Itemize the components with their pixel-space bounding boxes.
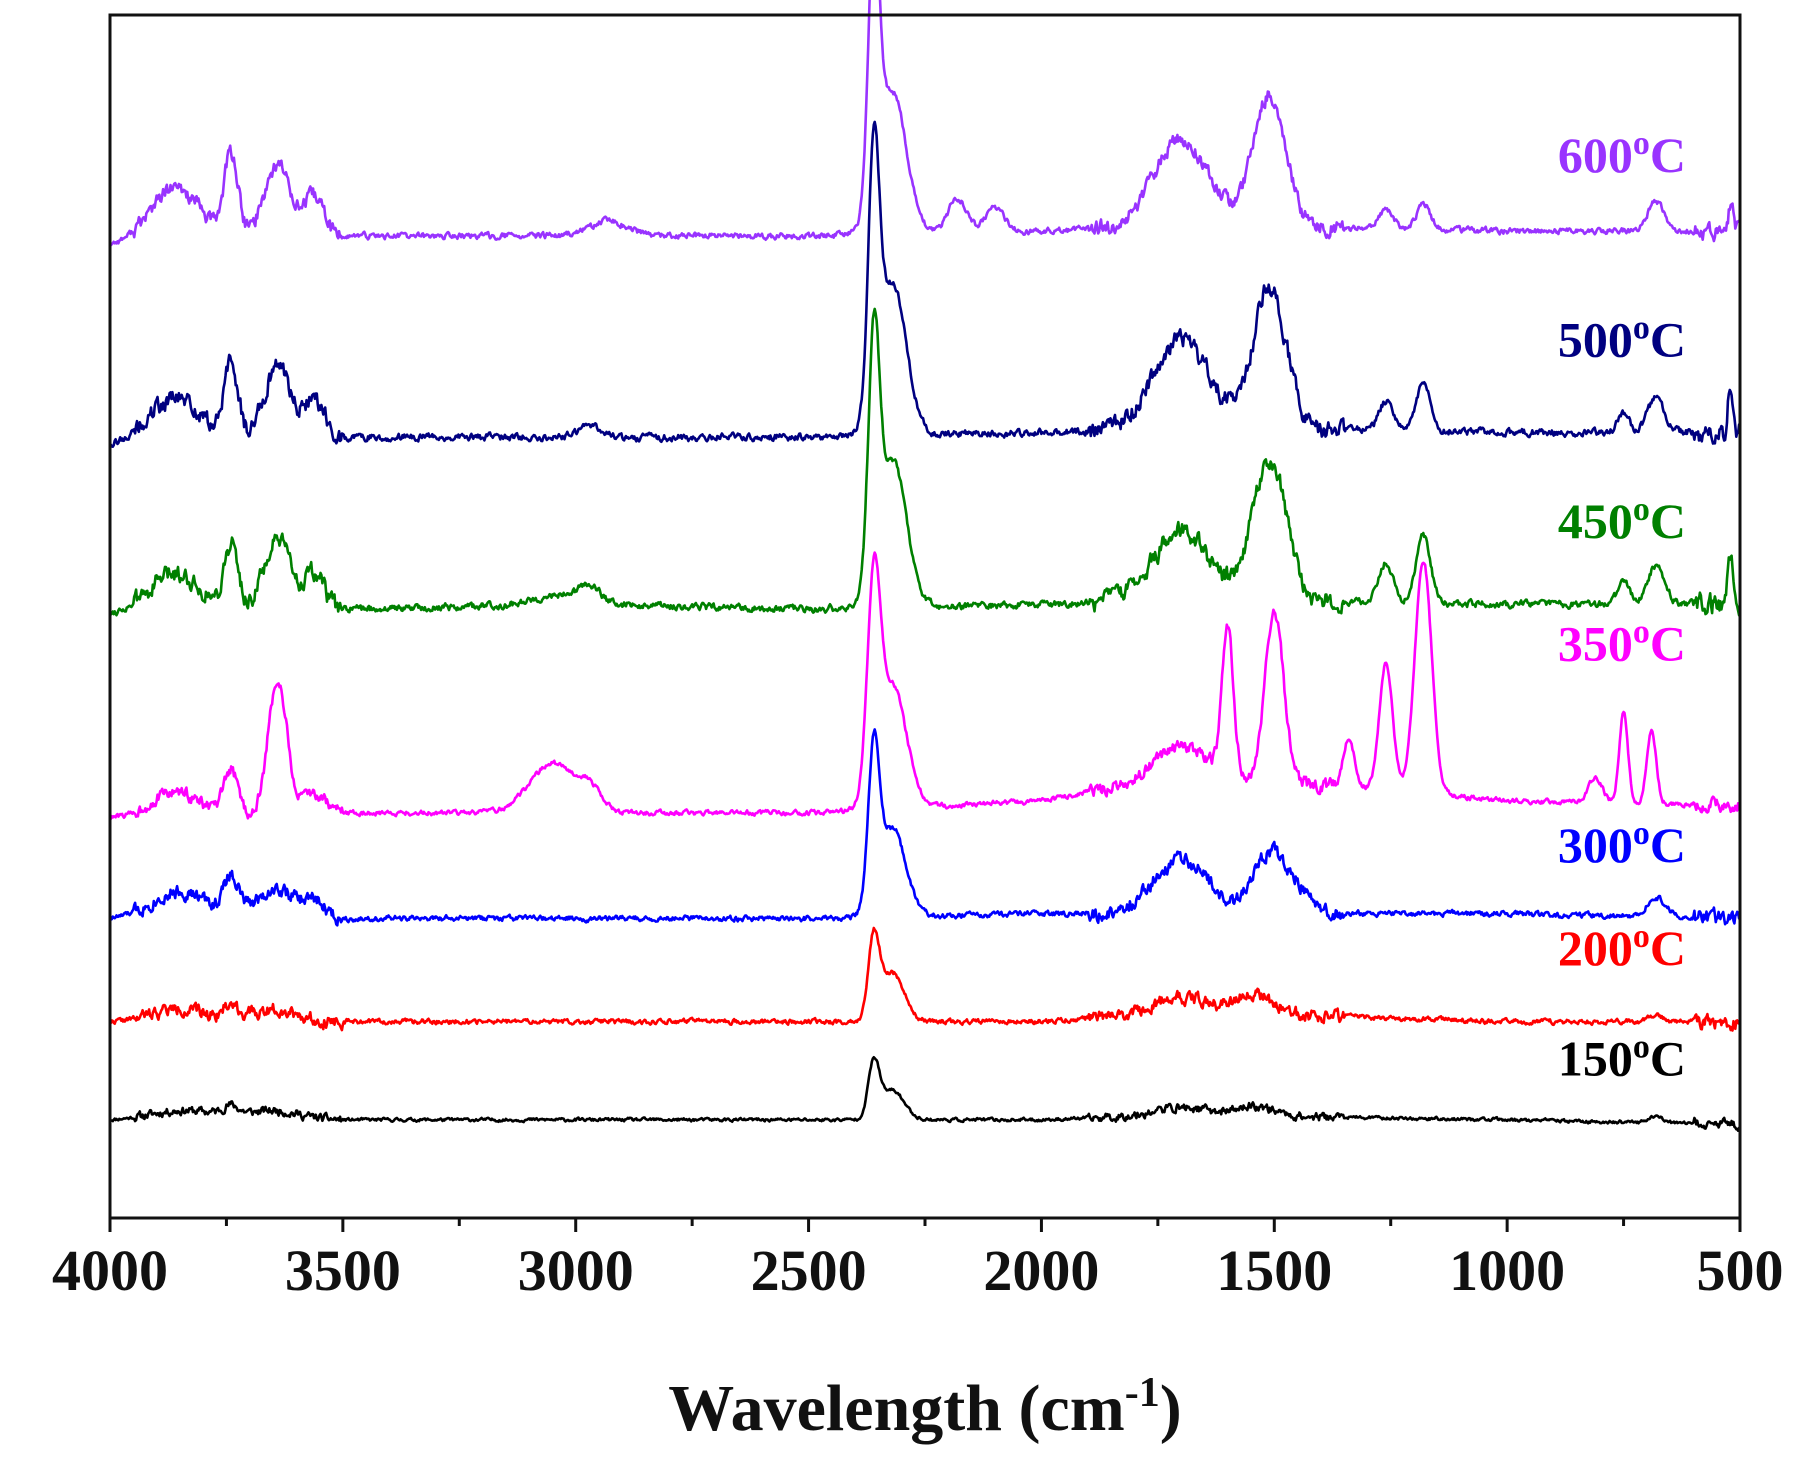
series-label-450: 450oC [1558, 491, 1686, 549]
series-line-450 [109, 307, 1742, 617]
x-tick-label-3000: 3000 [518, 1238, 634, 1303]
x-tick-label-3500: 3500 [285, 1238, 401, 1303]
series-line-500 [109, 120, 1742, 449]
series-label-350: 350oC [1558, 614, 1686, 672]
x-tick-label-2500: 2500 [751, 1238, 867, 1303]
x-tick-label-4000: 4000 [52, 1238, 168, 1303]
x-axis-tick-labels: 4000 3500 3000 2500 2000 1500 1000 500 [52, 1238, 1784, 1303]
x-axis-title: Wavelength (cm-1) [668, 1370, 1181, 1445]
series-line-300 [109, 728, 1742, 927]
x-tick-label-1000: 1000 [1449, 1238, 1565, 1303]
series-labels-group: 150oC 200oC 300oC 350oC 450oC 500oC 600oC [1558, 125, 1686, 1086]
series-line-350 [109, 551, 1742, 821]
series-line-600 [109, 0, 1741, 247]
series-label-600: 600oC [1558, 125, 1686, 183]
series-line-150 [109, 1056, 1742, 1132]
x-tick-label-1500: 1500 [1216, 1238, 1332, 1303]
spectra-series-group [109, 0, 1742, 1132]
x-tick-label-500: 500 [1697, 1238, 1784, 1303]
series-line-200 [109, 926, 1742, 1032]
series-label-300: 300oC [1558, 815, 1686, 873]
series-label-500: 500oC [1558, 309, 1686, 367]
plot-frame [108, 13, 1742, 1220]
x-axis-ticks [108, 1218, 1742, 1232]
series-label-200: 200oC [1558, 918, 1686, 976]
x-axis-title-superscript: -1 [1125, 1370, 1160, 1416]
x-tick-label-2000: 2000 [983, 1238, 1099, 1303]
series-label-150: 150oC [1558, 1029, 1686, 1087]
